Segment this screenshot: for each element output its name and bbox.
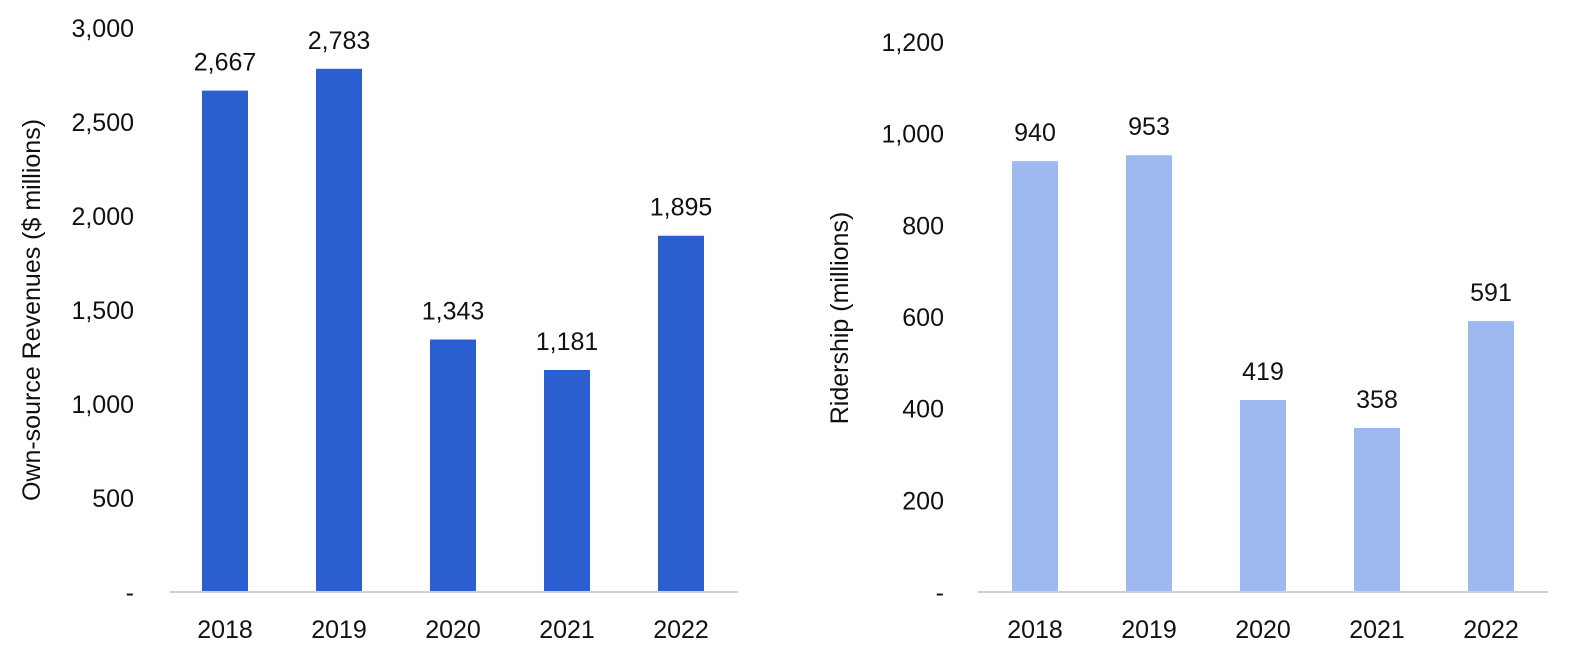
revenue-x-tick-label-2021: 2021 (539, 616, 595, 644)
ridership-bar-2021 (1354, 427, 1400, 592)
revenue-x-tick-label-2020: 2020 (425, 616, 481, 644)
revenue-y-tick-label: 3,000 (71, 15, 134, 43)
revenue-y-tick-label: 1,500 (71, 297, 134, 325)
revenue-y-tick-label: - (126, 579, 134, 607)
revenue-bar-2022 (658, 235, 704, 593)
ridership-y-tick-label: 1,000 (881, 121, 944, 149)
revenue-y-tick-label: 500 (92, 485, 134, 513)
ridership-y-axis-title: Ridership (millions) (826, 212, 854, 425)
ridership-y-tick-label: 800 (902, 212, 944, 240)
ridership-y-tick-label: 1,200 (881, 29, 944, 57)
revenue-data-label-2022: 1,895 (650, 194, 713, 222)
revenue-y-tick-label: 2,500 (71, 109, 134, 137)
revenue-y-axis-title: Own-source Revenues ($ millions) (18, 119, 46, 501)
ridership-bar-2019 (1126, 155, 1172, 593)
ridership-x-tick-label-2022: 2022 (1463, 616, 1519, 644)
revenue-y-tick-label: 1,000 (71, 391, 134, 419)
revenue-bar-2019 (316, 68, 362, 592)
ridership-y-tick-label: 600 (902, 304, 944, 332)
ridership-x-tick-label-2018: 2018 (1007, 616, 1063, 644)
ridership-bar-2022 (1468, 321, 1514, 592)
ridership-data-label-2018: 940 (1014, 119, 1056, 147)
ridership-x-tick-label-2021: 2021 (1349, 616, 1405, 644)
ridership-y-tick-label: 400 (902, 396, 944, 424)
revenue-x-tick-label-2018: 2018 (197, 616, 253, 644)
revenue-bar-2021 (544, 369, 590, 592)
ridership-data-label-2019: 953 (1128, 113, 1170, 141)
ridership-y-tick-label: - (936, 579, 944, 607)
revenue-data-label-2018: 2,667 (194, 49, 257, 77)
revenue-data-label-2019: 2,783 (308, 27, 371, 55)
ridership-bar-2020 (1240, 399, 1286, 592)
ridership-data-label-2022: 591 (1470, 279, 1512, 307)
ridership-x-tick-label-2019: 2019 (1121, 616, 1177, 644)
revenue-y-tick-label: 2,000 (71, 203, 134, 231)
ridership-y-tick-label: 200 (902, 487, 944, 515)
ridership-data-label-2020: 419 (1242, 358, 1284, 386)
ridership-bar-2018 (1012, 161, 1058, 592)
revenue-bar-2018 (202, 90, 248, 592)
ridership-data-label-2021: 358 (1356, 386, 1398, 414)
revenue-data-label-2021: 1,181 (536, 328, 599, 356)
revenue-x-tick-label-2019: 2019 (311, 616, 367, 644)
revenue-bar-2020 (430, 339, 476, 592)
revenue-x-tick-label-2022: 2022 (653, 616, 709, 644)
revenue-data-label-2020: 1,343 (422, 298, 485, 326)
ridership-x-tick-label-2020: 2020 (1235, 616, 1291, 644)
